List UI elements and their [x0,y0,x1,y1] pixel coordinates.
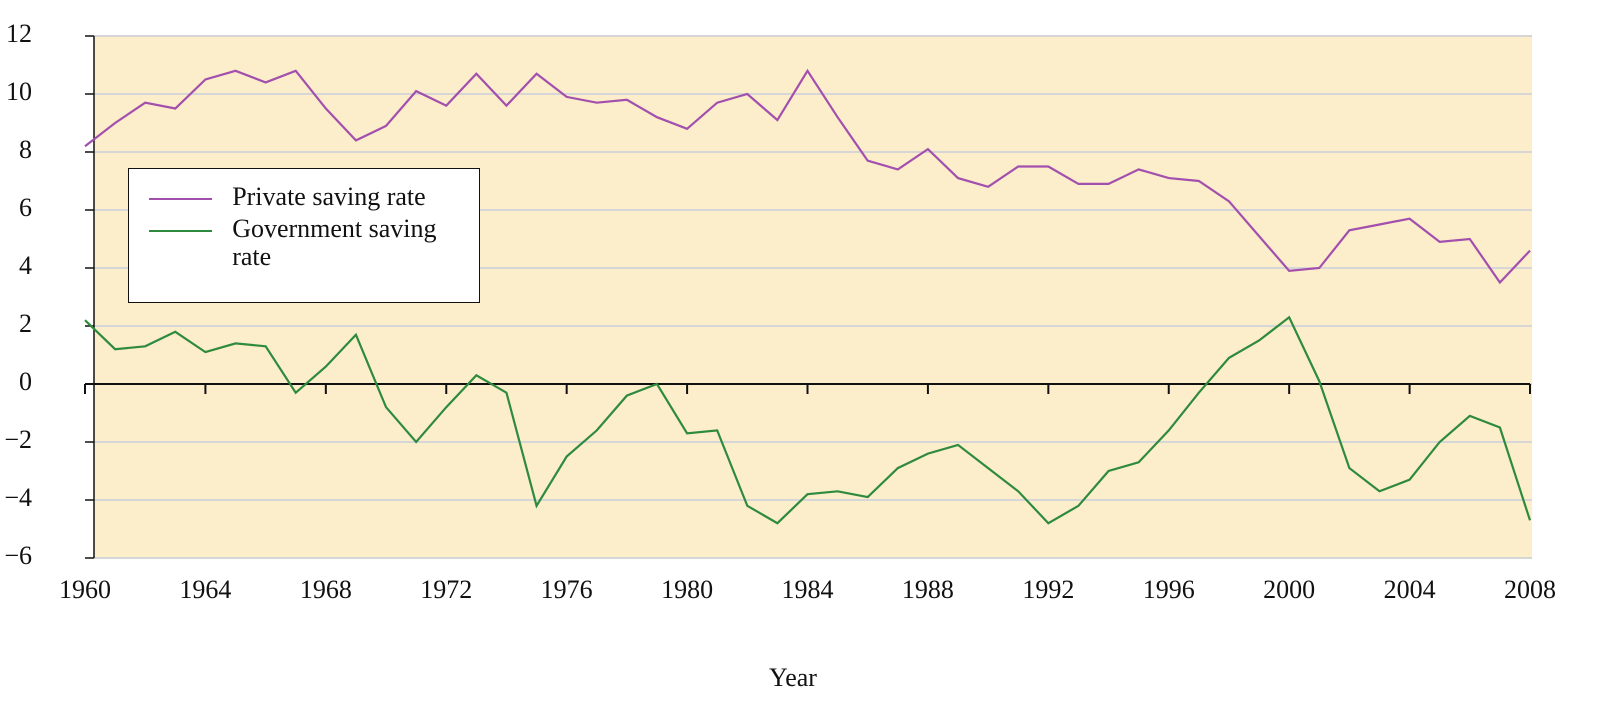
x-tick-label: 1972 [420,575,472,604]
y-tick-label: 8 [19,135,32,164]
legend-entry: Government saving rate [129,215,479,271]
data-line [84,68,1531,285]
x-tick-label: 1964 [179,575,231,604]
x-axis-label: Year [769,663,817,692]
y-tick-label: 6 [19,193,32,222]
x-tick-label: 2000 [1263,575,1315,604]
x-tick-label: 2008 [1504,575,1556,604]
x-tick-label: 1976 [541,575,593,604]
y-tick-label: −4 [4,483,32,512]
data-line [84,315,1532,525]
y-tick-label: 2 [19,309,32,338]
y-tick-label: 0 [19,367,32,396]
x-tick-label: 1960 [59,575,111,604]
y-tick-label: −2 [4,425,32,454]
x-tick-label: 1992 [1022,575,1074,604]
legend-swatch [149,230,213,232]
legend-entry: Private saving rate [129,183,479,211]
x-tick-label: 1996 [1143,575,1195,604]
legend-label: Private saving rate [232,182,426,211]
x-tick-label: 1968 [300,575,352,604]
y-tick-label: 12 [6,19,32,48]
legend-label: Government saving rate [232,214,437,271]
y-tick-label: −6 [4,541,32,570]
y-tick-label: 4 [19,251,32,280]
legend: Private saving rate Government saving rat… [128,168,480,303]
x-tick-label: 1984 [782,575,834,604]
x-tick-label: 2004 [1384,575,1436,604]
x-tick-label: 1980 [661,575,713,604]
y-tick-label: 10 [6,77,32,106]
legend-swatch [149,198,213,200]
x-tick-label: 1988 [902,575,954,604]
